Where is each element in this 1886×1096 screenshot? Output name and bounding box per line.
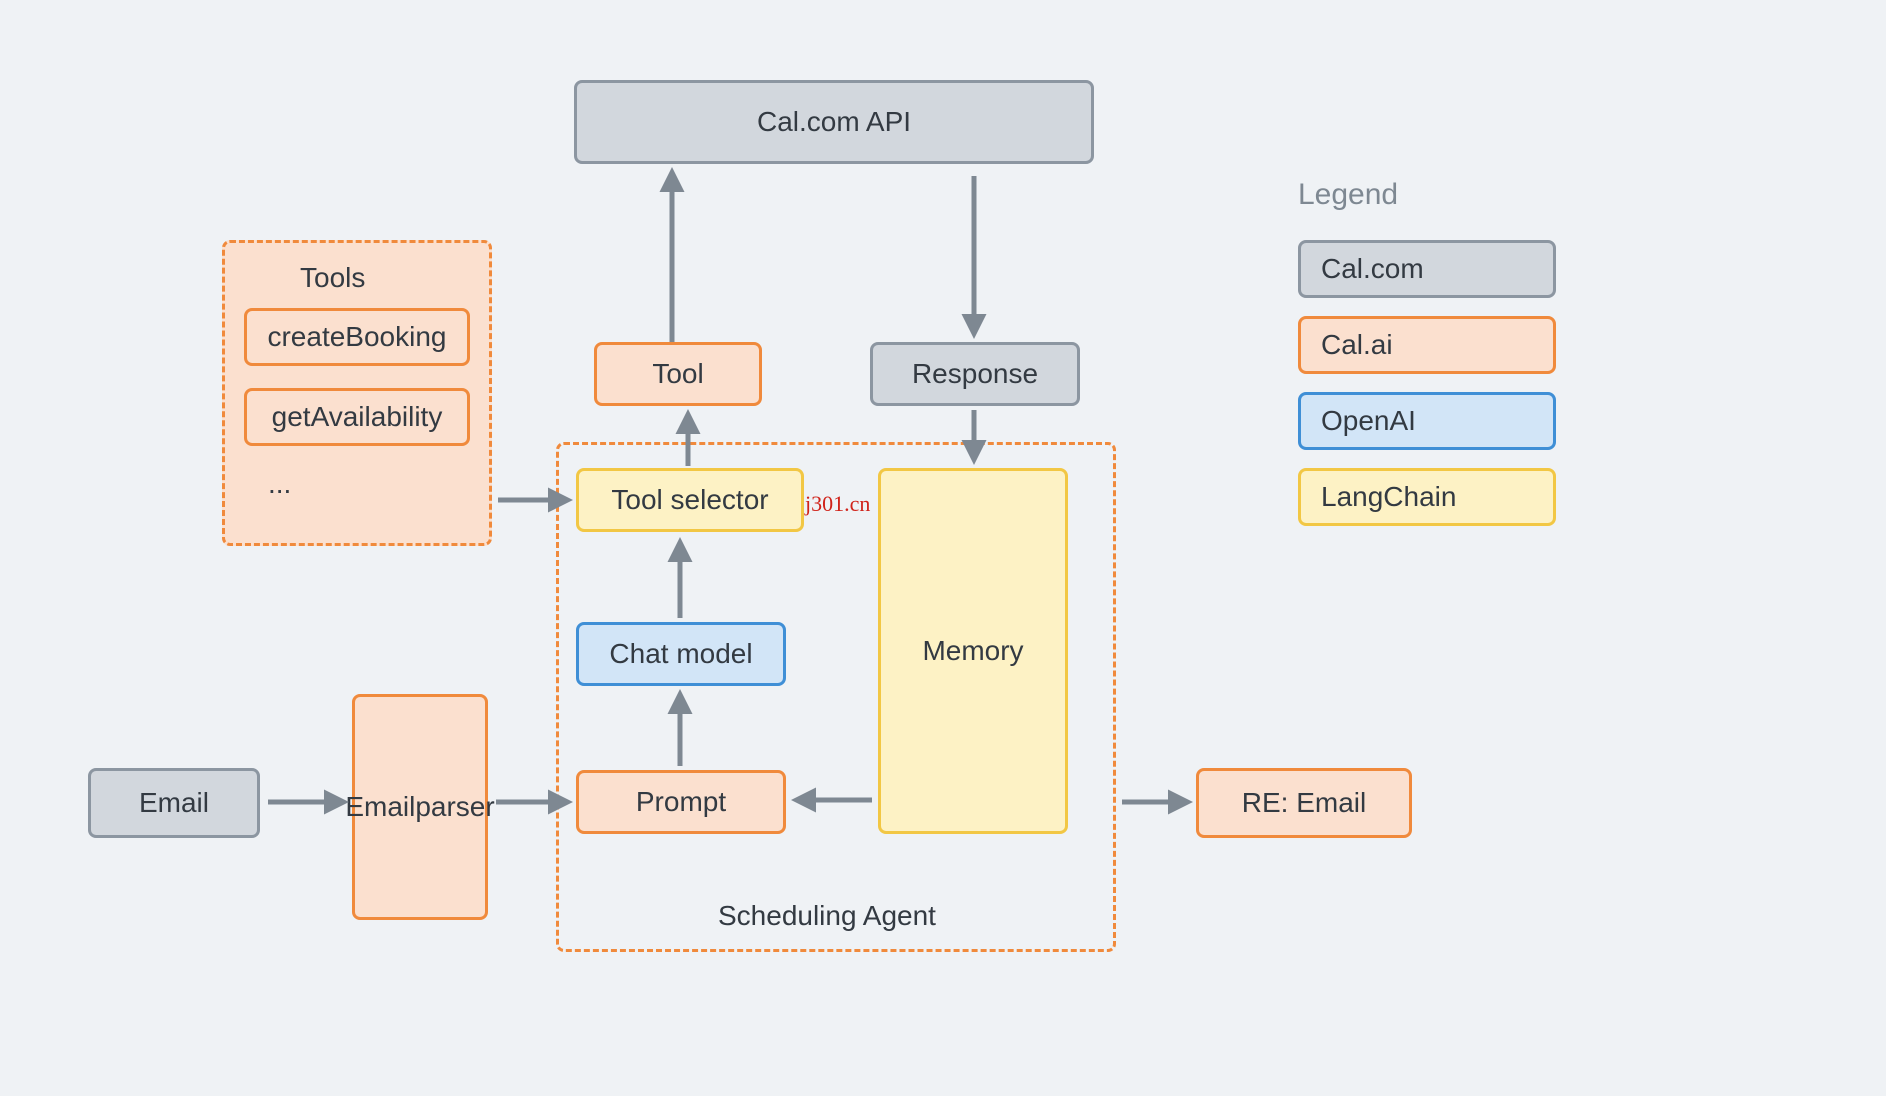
node-response: Response [870,342,1080,406]
node-chat-model: Chat model [576,622,786,686]
group-agent-label: Scheduling Agent [718,900,936,932]
diagram-canvas: Tools Scheduling Agent createBooking get… [0,0,1886,1096]
tool-item-ellipsis: ... [268,468,291,500]
legend-item-openai: OpenAI [1298,392,1556,450]
legend-title: Legend [1298,178,1398,212]
legend-item-cal-ai: Cal.ai [1298,316,1556,374]
node-re-email: RE: Email [1196,768,1412,838]
tool-item-create-booking: createBooking [244,308,470,366]
node-tool: Tool [594,342,762,406]
legend-item-langchain: LangChain [1298,468,1556,526]
watermark-text: j301.cn [805,491,870,517]
node-tool-selector: Tool selector [576,468,804,532]
node-cal-api: Cal.com API [574,80,1094,164]
node-email: Email [88,768,260,838]
node-prompt: Prompt [576,770,786,834]
group-tools-label: Tools [300,262,365,294]
tool-item-get-availability: getAvailability [244,388,470,446]
legend-item-cal-com: Cal.com [1298,240,1556,298]
node-email-parser: Emailparser [352,694,488,920]
node-memory: Memory [878,468,1068,834]
